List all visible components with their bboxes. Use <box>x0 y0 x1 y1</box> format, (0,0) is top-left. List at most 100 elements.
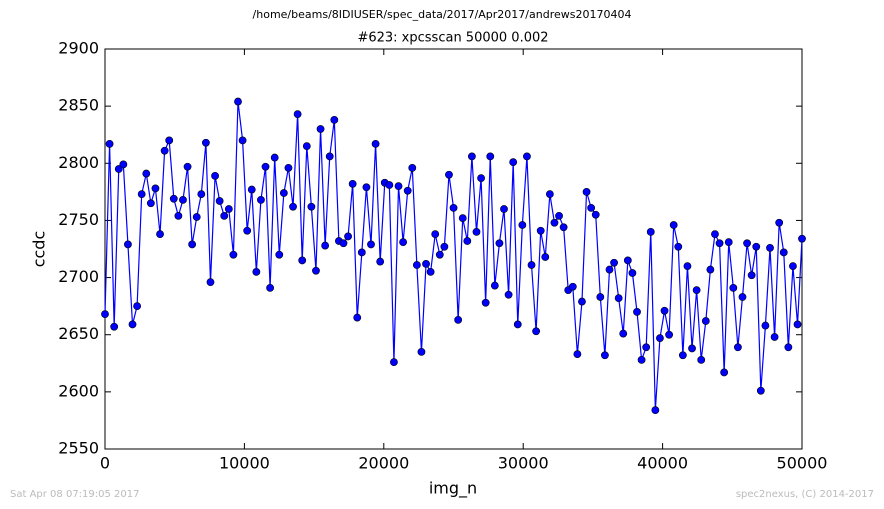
data-point <box>532 327 541 336</box>
data-point <box>527 261 536 269</box>
data-point <box>270 153 279 162</box>
data-point <box>628 269 637 277</box>
y-tick-label: 2900 <box>58 39 99 58</box>
data-point <box>523 152 531 161</box>
chart-title: #623: xpcsscan 50000 0.002 <box>357 31 548 46</box>
data-point <box>591 210 600 219</box>
y-tick-label: 2700 <box>58 267 99 286</box>
data-point <box>247 185 256 194</box>
data-point <box>587 203 596 212</box>
data-point <box>252 267 261 276</box>
data-point <box>513 320 522 329</box>
data-point <box>633 307 641 316</box>
data-point <box>665 330 674 339</box>
data-point <box>582 187 591 196</box>
data-point <box>339 239 348 248</box>
data-point <box>234 97 242 106</box>
data-point <box>215 197 224 205</box>
data-point <box>440 242 449 251</box>
data-point <box>596 293 605 301</box>
data-point <box>293 110 302 119</box>
x-tick-label: 40000 <box>637 454 688 473</box>
data-point <box>486 152 495 161</box>
data-point <box>183 162 192 171</box>
y-tick-label: 2800 <box>58 153 99 172</box>
data-point <box>463 237 472 245</box>
data-point <box>105 139 114 148</box>
data-point <box>110 322 119 331</box>
data-point <box>477 174 485 183</box>
data-point <box>642 343 651 352</box>
data-point <box>426 267 435 276</box>
data-point <box>142 169 151 178</box>
data-point <box>573 350 582 359</box>
data-point <box>403 186 412 195</box>
data-point <box>601 351 609 360</box>
footer-right: spec2nexus, (C) 2014-2017 <box>736 489 874 500</box>
data-point <box>302 142 311 151</box>
data-point <box>376 257 385 266</box>
data-point <box>357 248 366 257</box>
data-point <box>706 265 715 274</box>
data-point <box>275 250 284 259</box>
data-point <box>238 136 247 145</box>
data-point <box>321 241 330 250</box>
data-point <box>266 283 275 292</box>
data-point <box>449 203 458 212</box>
data-point <box>660 306 669 315</box>
suptitle: /home/beams/8IDIUSER/spec_data/2017/Apr2… <box>253 8 632 21</box>
data-point <box>417 347 426 356</box>
x-axis-label: img_n <box>429 479 477 499</box>
data-point <box>458 214 467 223</box>
data-point <box>688 344 696 353</box>
data-point <box>619 329 628 338</box>
data-point <box>408 163 417 172</box>
data-point <box>559 223 568 232</box>
data-point <box>353 313 362 322</box>
data-point <box>500 205 508 213</box>
x-tick-label: 10000 <box>219 454 270 473</box>
data-point <box>188 240 197 249</box>
data-point <box>289 202 297 211</box>
data-point <box>211 171 219 180</box>
data-point <box>367 240 375 249</box>
data-point <box>656 334 664 343</box>
y-tick-label: 2600 <box>58 381 99 400</box>
data-point <box>789 262 797 271</box>
data-point <box>146 199 155 208</box>
data-point <box>738 293 747 301</box>
data-point <box>697 355 706 364</box>
x-tick-label: 0 <box>100 454 110 473</box>
data-point <box>325 152 334 161</box>
data-point <box>330 115 339 124</box>
data-point <box>279 189 288 197</box>
data-point <box>518 221 527 229</box>
data-point <box>454 315 463 324</box>
data-point <box>550 218 559 227</box>
data-point <box>779 248 788 257</box>
data-point <box>385 181 394 189</box>
data-point <box>692 286 701 295</box>
data-point <box>784 343 793 352</box>
data-point <box>536 226 545 235</box>
data-point <box>646 227 655 236</box>
data-point <box>715 239 724 248</box>
y-tick-label: 2550 <box>58 439 99 458</box>
data-point <box>133 302 142 311</box>
data-point <box>390 358 398 367</box>
data-point <box>743 239 751 248</box>
data-point <box>669 221 678 229</box>
data-point <box>766 243 774 252</box>
x-tick-label: 50000 <box>777 454 828 473</box>
data-point <box>734 343 742 352</box>
data-point <box>412 261 421 269</box>
data-point <box>481 298 490 307</box>
data-point <box>261 162 270 171</box>
data-point <box>362 183 371 192</box>
data-point <box>770 333 779 341</box>
data-point <box>793 320 802 329</box>
data-point <box>197 190 206 199</box>
data-point <box>344 232 352 241</box>
data-point <box>119 160 128 169</box>
